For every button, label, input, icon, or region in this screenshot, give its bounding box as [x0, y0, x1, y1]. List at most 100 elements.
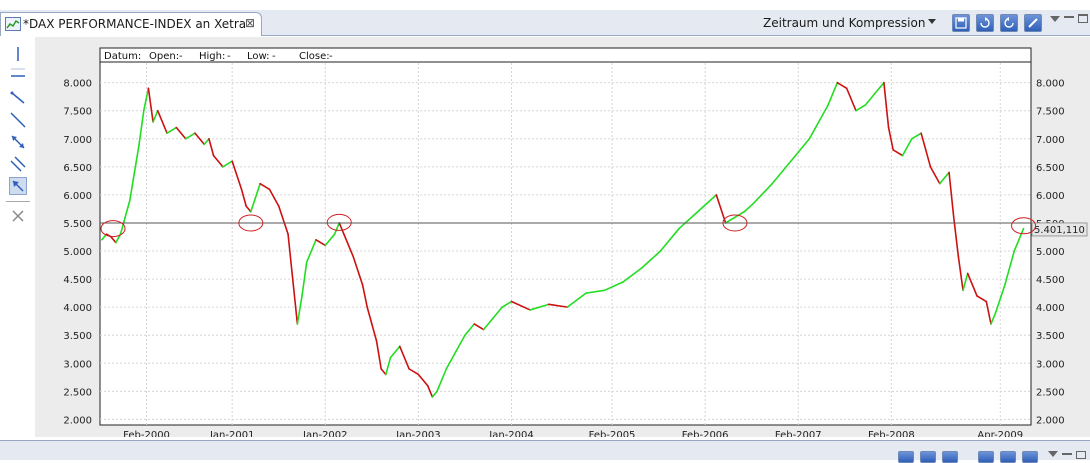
save-button[interactable] — [952, 14, 970, 32]
y-tick-label-right: 4.500 — [1036, 275, 1065, 286]
maximize-icon[interactable] — [1078, 14, 1088, 23]
price-segment-down — [976, 295, 988, 303]
price-segment-down — [212, 154, 224, 168]
y-tick-label-left: 6.500 — [63, 163, 92, 174]
price-chart[interactable]: Datum: Open: - High: - Low: - Close: - 2… — [35, 37, 1090, 437]
price-segment-down — [948, 171, 955, 219]
open-label: Open: — [149, 51, 179, 62]
y-tick-label-left: 8.000 — [63, 79, 92, 90]
price-segment-up — [436, 368, 448, 393]
x-tick-label: Apr-2009 — [977, 430, 1023, 437]
resize-line-icon — [11, 135, 25, 149]
low-value: - — [272, 51, 276, 62]
chevron-down-icon[interactable] — [928, 19, 936, 24]
y-tick-label-right: 6.000 — [1036, 191, 1065, 202]
bottom-maximize-icon[interactable] — [1076, 451, 1086, 459]
price-segment-down — [361, 283, 368, 308]
parallel-lines-tool[interactable] — [9, 155, 27, 173]
y-tick-label-left: 2.000 — [63, 415, 92, 426]
y-tick-label-right: 5.000 — [1036, 247, 1065, 258]
y-tick-label-right: 7.500 — [1036, 107, 1065, 118]
reload-icon — [1004, 17, 1014, 28]
price-segment-up — [962, 272, 969, 292]
y-tick-label-right: 2.000 — [1036, 415, 1065, 426]
price-segment-down — [966, 272, 978, 297]
x-tick-label: Feb-2006 — [682, 430, 729, 437]
period-compression-label[interactable]: Zeitraum und Kompression — [763, 16, 926, 30]
close-icon[interactable]: ⊠ — [245, 16, 256, 30]
price-segment-down — [371, 323, 378, 342]
select-arrow-icon — [12, 180, 24, 192]
highlight-circle — [326, 213, 352, 231]
top-strip — [0, 0, 1090, 10]
price-segment-up — [324, 233, 336, 247]
delete-icon — [12, 210, 24, 222]
price-segment-down — [259, 182, 271, 191]
price-segment-up — [678, 210, 699, 230]
price-segment-up — [1013, 227, 1025, 252]
price-segment-down — [957, 255, 964, 292]
high-label: High: — [199, 51, 225, 62]
bottom-button-1[interactable] — [898, 451, 914, 463]
bottom-button-2[interactable] — [920, 451, 936, 463]
price-segment-down — [343, 233, 355, 258]
highlight-circle — [238, 214, 264, 232]
price-segment-up — [184, 132, 196, 140]
price-segment-down — [715, 194, 727, 224]
price-segment-up — [622, 267, 643, 283]
edit-button[interactable] — [1024, 14, 1042, 32]
price-segment-up — [752, 182, 773, 205]
close-label: Close: — [299, 51, 330, 62]
y-tick-label-right: 8.000 — [1036, 79, 1065, 90]
price-segment-down — [352, 255, 364, 286]
vertical-line-icon — [17, 47, 19, 61]
price-segment-up — [724, 216, 736, 224]
chart-icon — [5, 17, 21, 31]
resize-line-tool[interactable] — [9, 133, 27, 151]
price-segment-up — [389, 345, 401, 359]
bottom-button-5[interactable] — [1000, 451, 1016, 463]
select-arrow-tool[interactable] — [9, 177, 27, 195]
bottom-menu-icon[interactable] — [1048, 451, 1058, 457]
price-segment-up — [152, 109, 159, 123]
y-tick-label-right: 2.500 — [1036, 387, 1065, 398]
y-tick-label-left: 4.000 — [63, 303, 92, 314]
price-segment-down — [836, 81, 848, 90]
price-segment-up — [901, 137, 913, 157]
price-segment-up — [790, 137, 811, 163]
price-segment-up — [166, 126, 178, 134]
bottom-button-6[interactable] — [1022, 451, 1038, 463]
price-segment-up — [445, 351, 457, 370]
trend-line-tool[interactable] — [9, 89, 27, 107]
vertical-line-tool[interactable] — [9, 45, 27, 63]
price-segment-up — [385, 356, 392, 376]
reference-value-badge — [1031, 222, 1088, 237]
chart-tab[interactable]: *DAX PERFORMANCE-INDEX an Xetra ⊠ — [0, 12, 262, 36]
price-segment-up — [464, 323, 476, 337]
line-segment-icon — [10, 112, 26, 128]
price-segment-up — [734, 210, 746, 219]
close-value: - — [329, 51, 333, 62]
bottom-button-3[interactable] — [942, 451, 958, 463]
price-segment-down — [892, 149, 904, 157]
price-segment-up — [641, 250, 662, 269]
minimize-icon[interactable] — [1064, 16, 1074, 18]
line-segment-tool[interactable] — [9, 111, 27, 129]
delete-tool[interactable] — [9, 207, 27, 225]
tab-title: *DAX PERFORMANCE-INDEX an Xetra — [23, 17, 247, 31]
tab-bar: *DAX PERFORMANCE-INDEX an Xetra ⊠ Zeitra… — [0, 10, 1090, 36]
view-menu-icon[interactable] — [1050, 16, 1060, 22]
datum-label: Datum: — [104, 51, 141, 62]
bottom-button-4[interactable] — [978, 451, 994, 463]
price-segment-down — [380, 368, 387, 376]
price-segment-up — [454, 334, 466, 353]
reload-button[interactable] — [1000, 14, 1018, 32]
price-segment-up — [492, 306, 503, 320]
horizontal-line-tool[interactable] — [9, 67, 27, 85]
price-segment-down — [398, 345, 410, 370]
refresh-button[interactable] — [976, 14, 994, 32]
price-segment-down — [175, 126, 187, 140]
price-segment-up — [864, 93, 876, 106]
bottom-minimize-icon[interactable] — [1062, 453, 1072, 455]
price-segment-up — [743, 202, 755, 213]
